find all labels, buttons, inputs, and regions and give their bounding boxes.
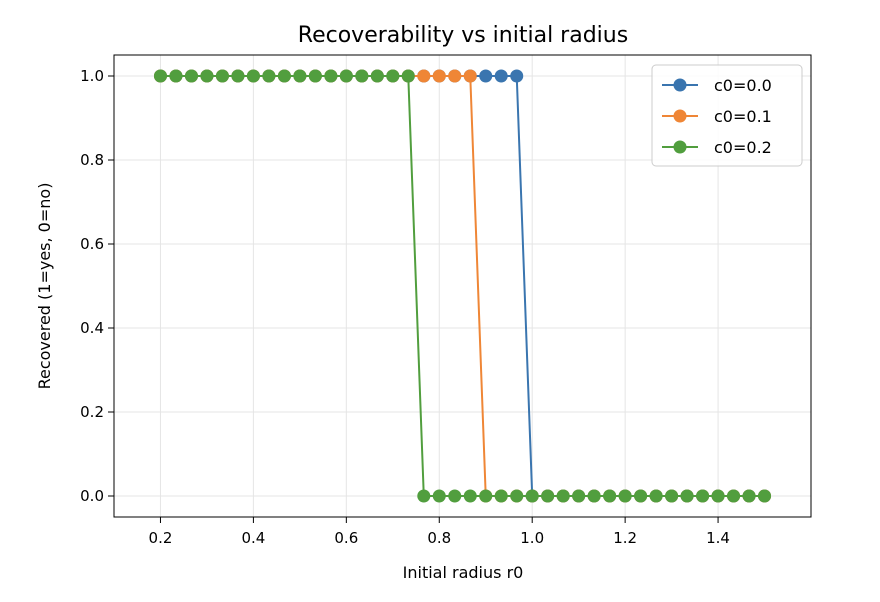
data-point bbox=[649, 489, 663, 503]
legend-marker bbox=[673, 140, 687, 154]
data-point bbox=[432, 489, 446, 503]
data-point bbox=[618, 489, 632, 503]
data-point bbox=[696, 489, 710, 503]
legend-item: c0=0.2 bbox=[662, 138, 772, 157]
legend-item: c0=0.0 bbox=[662, 76, 772, 95]
y-axis-label: Recovered (1=yes, 0=no) bbox=[35, 183, 54, 390]
data-point bbox=[603, 489, 617, 503]
data-point bbox=[339, 69, 353, 83]
axis-ticks: 0.2 0.4 0.6 0.8 1.0 1.2 1.4 0.0 0.2 0.4 0.6 0.8 1.0 bbox=[80, 67, 730, 547]
x-tick-label: 0.4 bbox=[241, 529, 265, 547]
data-point bbox=[463, 69, 477, 83]
y-tick-label: 0.2 bbox=[80, 403, 104, 421]
data-point bbox=[680, 489, 694, 503]
x-tick-label: 1.2 bbox=[613, 529, 637, 547]
data-point bbox=[153, 69, 167, 83]
chart-title: Recoverability vs initial radius bbox=[298, 23, 628, 48]
data-point bbox=[231, 69, 245, 83]
data-point bbox=[277, 69, 291, 83]
series-c0=0.2 bbox=[153, 69, 772, 503]
data-point bbox=[215, 69, 229, 83]
data-point bbox=[200, 69, 214, 83]
legend-marker bbox=[673, 78, 687, 92]
data-point bbox=[324, 69, 338, 83]
data-point bbox=[448, 69, 462, 83]
data-point bbox=[634, 489, 648, 503]
data-point bbox=[525, 489, 539, 503]
legend-label: c0=0.1 bbox=[714, 107, 772, 126]
y-tick-label: 0.4 bbox=[80, 319, 104, 337]
x-tick-label: 1.0 bbox=[520, 529, 544, 547]
series-layer bbox=[153, 69, 772, 503]
y-tick-label: 0.6 bbox=[80, 235, 104, 253]
data-point bbox=[308, 69, 322, 83]
data-point bbox=[727, 489, 741, 503]
x-tick-label: 0.6 bbox=[334, 529, 358, 547]
data-point bbox=[432, 69, 446, 83]
y-tick-label: 0.8 bbox=[80, 151, 104, 169]
y-tick-label: 0.0 bbox=[80, 487, 104, 505]
data-point bbox=[463, 489, 477, 503]
data-point bbox=[417, 69, 431, 83]
data-point bbox=[448, 489, 462, 503]
legend-label: c0=0.2 bbox=[714, 138, 772, 157]
data-point bbox=[401, 69, 415, 83]
data-point bbox=[541, 489, 555, 503]
data-point bbox=[417, 489, 431, 503]
data-point bbox=[758, 489, 772, 503]
data-point bbox=[355, 69, 369, 83]
data-point bbox=[572, 489, 586, 503]
data-point bbox=[510, 69, 524, 83]
data-point bbox=[184, 69, 198, 83]
legend-item: c0=0.1 bbox=[662, 107, 772, 126]
legend: c0=0.0 c0=0.1 c0=0.2 bbox=[651, 64, 803, 167]
data-point bbox=[293, 69, 307, 83]
data-point bbox=[479, 489, 493, 503]
data-point bbox=[665, 489, 679, 503]
x-tick-label: 0.2 bbox=[149, 529, 173, 547]
data-point bbox=[479, 69, 493, 83]
data-point bbox=[510, 489, 524, 503]
data-point bbox=[556, 489, 570, 503]
data-point bbox=[587, 489, 601, 503]
data-point bbox=[742, 489, 756, 503]
data-point bbox=[370, 69, 384, 83]
data-point bbox=[246, 69, 260, 83]
legend-box bbox=[651, 64, 803, 167]
data-point bbox=[494, 489, 508, 503]
data-point bbox=[711, 489, 725, 503]
x-axis-label: Initial radius r0 bbox=[403, 563, 524, 582]
data-point bbox=[262, 69, 276, 83]
y-tick-label: 1.0 bbox=[80, 67, 104, 85]
series-line bbox=[160, 75, 765, 497]
legend-label: c0=0.0 bbox=[714, 76, 772, 95]
data-point bbox=[494, 69, 508, 83]
x-tick-label: 0.8 bbox=[427, 529, 451, 547]
legend-marker bbox=[673, 109, 687, 123]
x-tick-label: 1.4 bbox=[706, 529, 730, 547]
plot-area-frame bbox=[113, 54, 812, 518]
data-point bbox=[386, 69, 400, 83]
data-point bbox=[169, 69, 183, 83]
